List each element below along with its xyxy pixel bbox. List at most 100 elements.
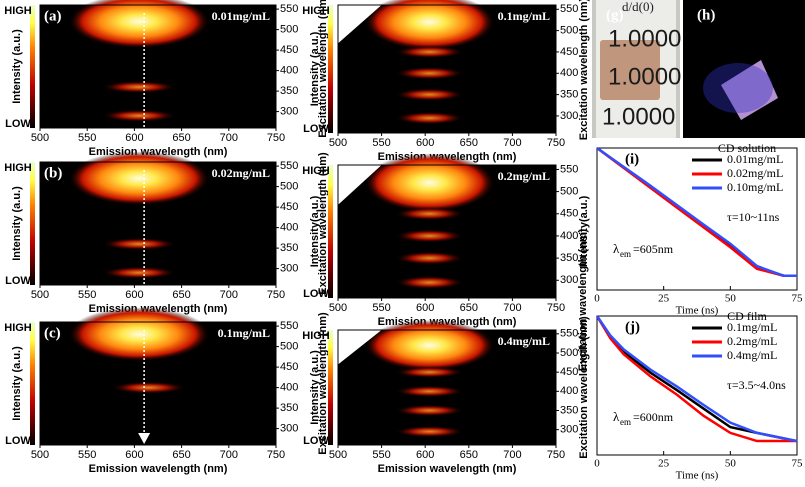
colorbar xyxy=(30,5,35,128)
y-axis-label: Excitation wavelength (nm) xyxy=(317,152,329,295)
glowing-film xyxy=(721,60,778,120)
x-axis-label: Time (ns) xyxy=(676,305,719,317)
colorbar-low: LOW xyxy=(5,118,31,130)
y-tick-label: 450 xyxy=(280,201,298,213)
x-tick-label: 550 xyxy=(78,289,96,301)
y-tick-label: 300 xyxy=(560,274,578,286)
panel-label: (b) xyxy=(44,165,62,181)
intensity-peak xyxy=(394,88,465,101)
colorbar-high: HIGH xyxy=(302,5,330,17)
photo-text: 1.0000 xyxy=(608,25,681,52)
colorbar xyxy=(30,322,35,445)
y-tick-label: 300 xyxy=(280,263,298,275)
intensity-peak xyxy=(394,207,465,221)
legend-entry: 0.10mg/mL xyxy=(727,180,783,194)
x-axis-label: Emission wavelength (nm) xyxy=(89,463,228,475)
intensity-peak xyxy=(68,307,210,362)
y-tick-label: 350 xyxy=(280,85,298,97)
lambda-value: =600nm xyxy=(633,410,674,424)
lifetime: τ=3.5~4.0ns xyxy=(727,378,786,392)
intensity-peak xyxy=(394,385,465,398)
y-tick-label: 400 xyxy=(560,67,578,79)
intensity-peak xyxy=(101,237,177,251)
glow xyxy=(703,63,773,113)
colorbar-label: Intensity (a.u.) xyxy=(11,186,23,261)
y-axis-label: Excitation wavelength (nm) xyxy=(578,0,590,140)
intensity-peak xyxy=(101,80,177,94)
panel-label: (c) xyxy=(44,325,61,341)
y-tick-label: 300 xyxy=(280,106,298,118)
intensity-peak xyxy=(101,109,177,122)
film xyxy=(600,40,660,100)
y-tick-label: 550 xyxy=(280,320,298,332)
y-tick-label: 400 xyxy=(280,65,298,77)
y-tick-label: 500 xyxy=(560,186,578,198)
lifetime: τ=10~11ns xyxy=(727,210,780,224)
colorbar-low: LOW xyxy=(303,288,329,300)
x-tick-label: 750 xyxy=(267,132,285,144)
colorbar-label: Intensity (a.u.) xyxy=(11,29,23,104)
colorbar-low: LOW xyxy=(5,435,31,447)
x-tick-label: 750 xyxy=(267,449,285,461)
concentration: 0.1mg/mL xyxy=(498,9,550,23)
concentration: 0.01mg/mL xyxy=(212,9,270,23)
y-tick-label: 450 xyxy=(560,366,578,378)
lambda-sub: em xyxy=(620,249,631,259)
x-tick-label: 700 xyxy=(220,132,238,144)
y-tick-label: 300 xyxy=(560,424,578,436)
x-axis-label: Time (ns) xyxy=(676,470,719,482)
y-tick-label: 350 xyxy=(560,404,578,416)
x-tick-label: 750 xyxy=(547,302,565,314)
arrow-head xyxy=(138,433,151,444)
legend-entry: 0.4mg/mL xyxy=(727,348,777,362)
intensity-peak xyxy=(394,229,465,243)
x-tick-label: 650 xyxy=(460,449,478,461)
x-tick-label: 500 xyxy=(31,132,49,144)
x-tick-label: 550 xyxy=(372,137,390,149)
y-tick-label: 450 xyxy=(280,361,298,373)
y-tick-label: 550 xyxy=(560,3,578,15)
x-tick-label: 600 xyxy=(416,302,434,314)
panel-label: (g) xyxy=(606,7,624,23)
x-tick-label: 750 xyxy=(267,289,285,301)
x-tick-label: 50 xyxy=(725,458,737,470)
x-tick-label: 550 xyxy=(372,302,390,314)
masked-region xyxy=(338,5,382,44)
x-tick-label: 500 xyxy=(31,449,49,461)
plot-frame xyxy=(596,315,798,456)
x-tick-label: 550 xyxy=(372,449,390,461)
x-tick-label: 650 xyxy=(460,137,478,149)
photo-text: d/d(0) xyxy=(622,0,654,14)
x-tick-label: 25 xyxy=(658,293,670,305)
y-tick-label: 400 xyxy=(560,385,578,397)
legend-entry: 0.02mg/mL xyxy=(727,166,783,180)
lambda-sub: em xyxy=(620,417,631,427)
panel-label: (f) xyxy=(342,333,357,349)
y-tick-label: 550 xyxy=(280,3,298,15)
legend-title: CD solution xyxy=(718,141,776,155)
x-tick-label: 650 xyxy=(172,132,190,144)
masked-region xyxy=(338,330,382,365)
panel-label: (j) xyxy=(625,319,640,335)
intensity-peak xyxy=(394,251,465,265)
decay-curve xyxy=(595,315,798,443)
x-tick-label: 75 xyxy=(792,293,804,305)
x-tick-label: 0 xyxy=(594,458,600,470)
y-tick-label: 400 xyxy=(280,222,298,234)
y-tick-label: 450 xyxy=(560,46,578,58)
colorbar-label: Intensity (a.u.) xyxy=(309,350,321,425)
x-tick-label: 550 xyxy=(78,449,96,461)
plot-frame xyxy=(337,4,557,134)
x-axis-label: Emission wavelength (nm) xyxy=(378,463,517,475)
y-tick-label: 350 xyxy=(560,89,578,101)
panel-label: (a) xyxy=(44,8,62,24)
x-tick-label: 500 xyxy=(329,137,347,149)
x-tick-label: 25 xyxy=(658,458,670,470)
plot-frame xyxy=(39,321,277,446)
x-tick-label: 600 xyxy=(125,289,143,301)
concentration: 0.1mg/mL xyxy=(218,326,270,340)
plot-frame xyxy=(337,164,557,299)
y-tick-label: 350 xyxy=(280,242,298,254)
legend-entry: 0.2mg/mL xyxy=(727,334,777,348)
